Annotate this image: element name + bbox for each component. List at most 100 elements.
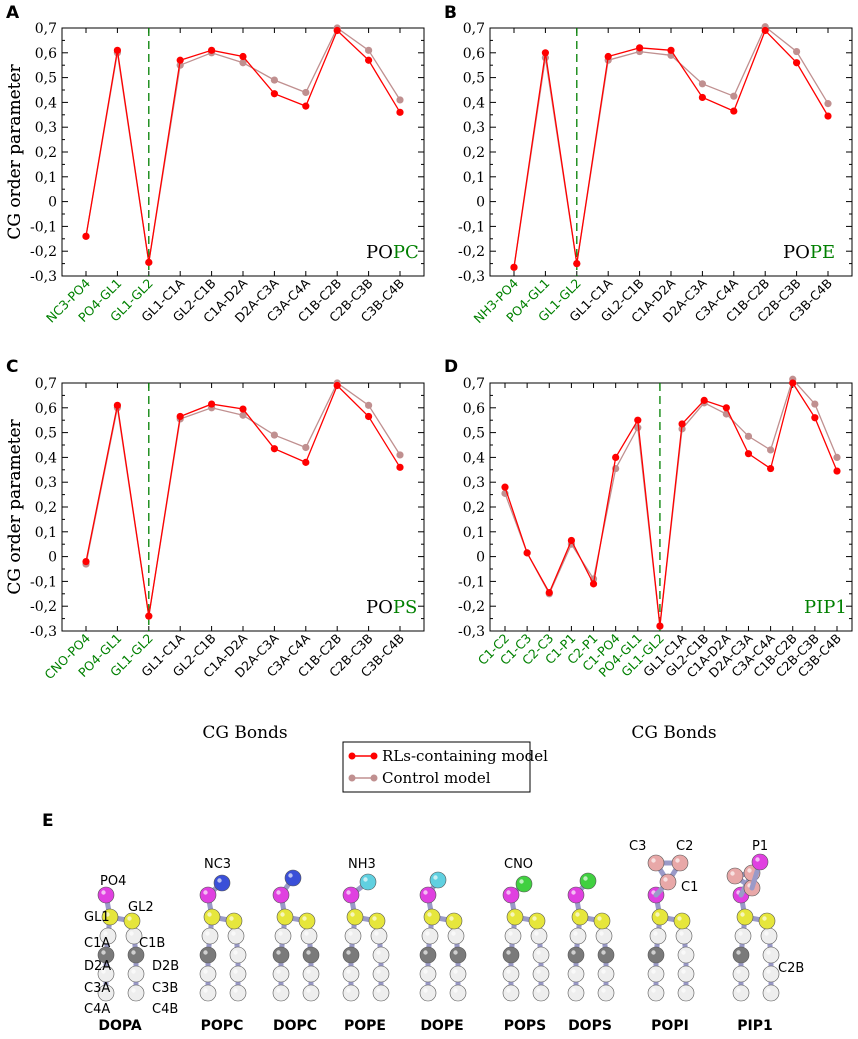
tail-bead xyxy=(127,984,145,1002)
phosphate-bead xyxy=(567,886,585,904)
bead-highlight xyxy=(346,969,351,974)
tail-bead xyxy=(229,965,247,983)
data-point-rls xyxy=(833,467,841,475)
bead-highlight xyxy=(203,890,208,895)
lipid-title-prefix: PO xyxy=(366,597,393,618)
data-point-rls xyxy=(208,400,216,408)
data-point-rls xyxy=(82,232,90,240)
bead-highlight xyxy=(276,950,281,955)
bead-highlight xyxy=(536,969,541,974)
molecule-name: PIP1 xyxy=(737,1018,772,1034)
tail-bead xyxy=(597,984,615,1002)
y-tick-label: 0 xyxy=(48,195,57,211)
tail-bead xyxy=(199,965,217,983)
tail-bead xyxy=(272,965,290,983)
bead-highlight xyxy=(738,931,743,936)
data-point-rls xyxy=(730,107,738,115)
tail-bead xyxy=(567,965,585,983)
tail-bead xyxy=(302,965,320,983)
bead-highlight xyxy=(346,988,351,993)
legend-marker-control-end xyxy=(370,774,378,782)
tail-bead xyxy=(199,946,217,964)
data-point-rls xyxy=(176,412,184,421)
bead-highlight xyxy=(306,969,311,974)
data-point-control xyxy=(811,400,819,408)
bead-highlight xyxy=(583,876,588,881)
bead-highlight xyxy=(203,950,208,955)
tail-bead xyxy=(532,965,550,983)
glycerol-bead xyxy=(593,912,611,930)
data-point-control xyxy=(270,76,278,84)
tail-bead xyxy=(449,946,467,964)
data-point-control xyxy=(730,92,738,100)
bead-highlight xyxy=(101,988,106,993)
y-tick-label: 0,5 xyxy=(463,71,485,87)
bead-highlight xyxy=(288,873,293,878)
y-tick-label: -0,3 xyxy=(458,624,485,640)
bead-highlight xyxy=(233,969,238,974)
bead-highlight xyxy=(536,950,541,955)
data-point-control xyxy=(833,453,841,461)
legend-marker-control xyxy=(348,774,356,782)
x-axis-label-left: CG Bonds xyxy=(202,723,287,743)
bead-highlight xyxy=(101,969,106,974)
bead-highlight xyxy=(131,969,136,974)
data-point-rls xyxy=(636,44,644,52)
series-line-rls xyxy=(85,384,401,617)
bead-highlight xyxy=(433,875,438,880)
data-point-rls xyxy=(145,258,153,266)
data-point-control xyxy=(302,443,310,452)
bead-label: NH3 xyxy=(348,857,376,872)
tail-bead xyxy=(532,984,550,1002)
y-tick-label: 0,2 xyxy=(35,500,57,516)
y-tick-label: -0,2 xyxy=(30,599,57,615)
bead-highlight xyxy=(730,871,735,876)
data-point-rls xyxy=(239,52,247,61)
legend-marker-rls-end xyxy=(370,752,378,760)
bead-highlight xyxy=(677,916,682,921)
tail-bead xyxy=(449,984,467,1002)
bead-highlight xyxy=(217,878,222,883)
y-tick-label: 0,4 xyxy=(35,450,57,466)
lipid-title: PIP1 xyxy=(804,597,847,618)
tail-bead xyxy=(344,927,362,945)
data-point-rls xyxy=(545,588,553,597)
data-point-rls xyxy=(510,263,518,271)
panel-letter-a: A xyxy=(6,3,20,23)
lipid-title: POPE xyxy=(783,242,835,263)
molecules-layer: DOPA PO4 GL1 GL2 C1A C1B D2A D2B C3A C3B C4A C4B POP… xyxy=(84,839,804,1034)
bead-highlight xyxy=(423,969,428,974)
bead-label: C1B xyxy=(139,936,165,951)
lipid-title-suffix: PIP1 xyxy=(804,597,847,618)
y-tick-label: 0,2 xyxy=(463,500,485,516)
data-point-control xyxy=(365,401,373,409)
series-line-rls xyxy=(504,381,838,627)
legend-box xyxy=(342,741,531,793)
tail-bead xyxy=(677,946,695,964)
lipid-title-suffix: PS xyxy=(393,597,417,618)
glycerol-bead xyxy=(736,908,754,926)
bead-highlight xyxy=(101,890,106,895)
tail-bead xyxy=(647,984,665,1002)
bead-label: C2 xyxy=(676,839,693,854)
bead-highlight xyxy=(601,988,606,993)
bead-highlight xyxy=(766,950,771,955)
data-point-rls xyxy=(656,622,664,630)
bead-highlight xyxy=(372,916,377,921)
head-bead xyxy=(284,869,302,887)
y-tick-label: 0,7 xyxy=(463,376,485,392)
data-point-rls xyxy=(612,453,620,461)
phosphate-bead xyxy=(342,886,360,904)
tail-bead xyxy=(419,946,437,964)
bead-highlight xyxy=(571,988,576,993)
bead-highlight xyxy=(655,912,660,917)
molecule-name: POPI xyxy=(651,1018,689,1034)
bead-label: C3B xyxy=(152,981,178,996)
molecule-dopc: DOPC xyxy=(272,869,320,1034)
data-point-control xyxy=(302,88,310,97)
plot-frame xyxy=(61,382,425,632)
bead-highlight xyxy=(127,916,132,921)
phosphate-bead xyxy=(199,886,217,904)
tail-bead xyxy=(372,946,390,964)
y-axis-label: CG order parameter xyxy=(5,63,25,239)
